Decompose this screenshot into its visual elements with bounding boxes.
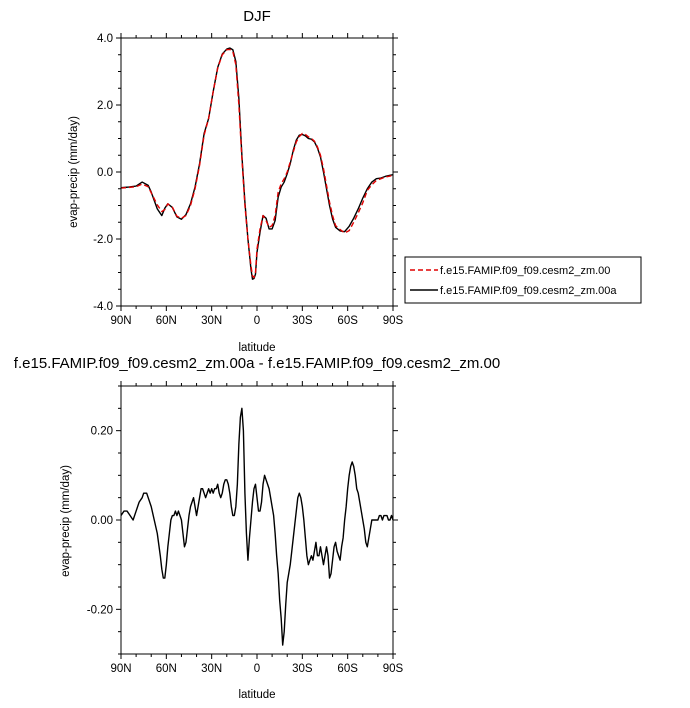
x-tick-label: 30N xyxy=(201,663,222,675)
legend-entry-series-1: f.e15.FAMIP.f09_f09.cesm2_zm.00 xyxy=(440,265,610,277)
y-tick-label: -0.20 xyxy=(87,604,113,616)
y-tick-label: 0.0 xyxy=(97,167,113,179)
bottom-chart: f.e15.FAMIP.f09_f09.cesm2_zm.00a - f.e15… xyxy=(14,355,500,701)
bottom-chart-frame xyxy=(120,385,394,655)
y-tick-label: 4.0 xyxy=(97,33,113,45)
bottom-chart-ylabel: evap-precip (mm/day) xyxy=(60,465,72,577)
x-tick-label: 0 xyxy=(254,315,260,327)
top-chart-series xyxy=(120,47,394,280)
bottom-chart-series xyxy=(120,407,394,646)
x-tick-label: 60S xyxy=(337,315,358,327)
x-tick-label: 90S xyxy=(383,663,404,675)
y-tick-label: -4.0 xyxy=(93,301,113,313)
x-tick-label: 0 xyxy=(254,663,260,675)
top-chart-frame xyxy=(120,37,394,307)
series-line-dashed xyxy=(120,48,394,279)
y-tick-label: 2.0 xyxy=(97,100,113,112)
x-tick-label: 90N xyxy=(110,315,131,327)
x-tick-label: 30S xyxy=(292,663,313,675)
series-line-solid xyxy=(120,407,394,646)
x-tick-label: 30S xyxy=(292,315,313,327)
y-tick-label: -2.0 xyxy=(93,234,113,246)
top-chart-xlabel: latitude xyxy=(238,342,275,354)
x-tick-label: 90N xyxy=(110,663,131,675)
x-tick-label: 90S xyxy=(383,315,404,327)
bottom-chart-xlabel: latitude xyxy=(238,689,275,701)
top-chart-legend: f.e15.FAMIP.f09_f09.cesm2_zm.00 f.e15.FA… xyxy=(404,256,642,304)
bottom-chart-ticks: 90N 60N 30N 0 30S 60S 90S 0.20 0.00 -0.20 xyxy=(87,381,404,675)
legend-entry-series-2: f.e15.FAMIP.f09_f09.cesm2_zm.00a xyxy=(440,285,617,297)
top-chart-title: DJF xyxy=(243,8,271,25)
top-chart-ticks: 90N 60N 30N 0 30S 60S 90S 4.0 2.0 0.0 -2.0 -4.0 xyxy=(93,33,404,327)
legend-box xyxy=(404,256,642,304)
bottom-chart-title: f.e15.FAMIP.f09_f09.cesm2_zm.00a - f.e15… xyxy=(14,355,500,372)
y-tick-label: 0.20 xyxy=(91,426,113,438)
x-tick-label: 30N xyxy=(201,315,222,327)
top-chart: DJF evap-precip (mm/day) latitude 90N 60N… xyxy=(68,8,404,354)
x-tick-label: 60S xyxy=(337,663,358,675)
x-tick-label: 60N xyxy=(156,663,177,675)
x-tick-label: 60N xyxy=(156,315,177,327)
y-tick-label: 0.00 xyxy=(91,515,113,527)
top-chart-ylabel: evap-precip (mm/day) xyxy=(68,116,80,228)
